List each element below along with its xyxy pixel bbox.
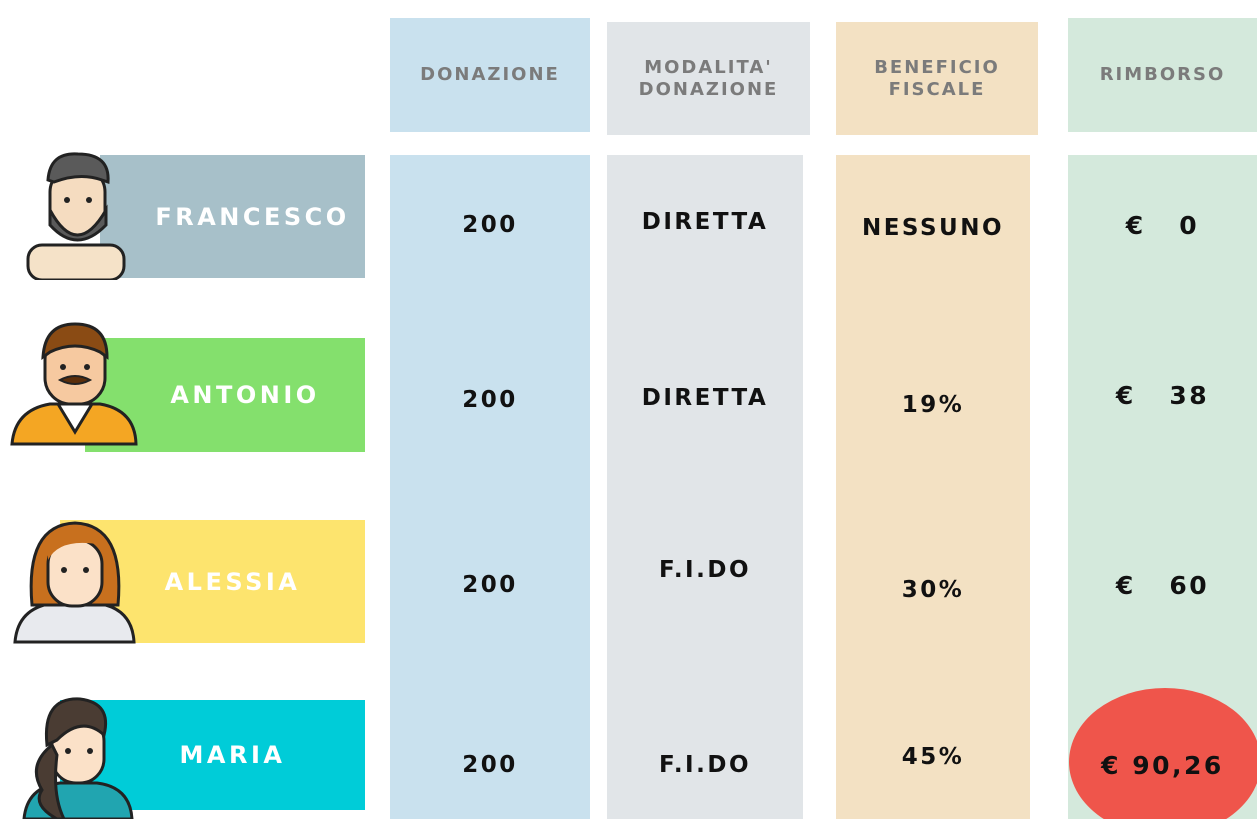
cell-mode: F.I.DO	[658, 557, 751, 583]
cell-donation: 200	[462, 752, 518, 778]
column-header: BENEFICIO FISCALE	[836, 22, 1038, 135]
cell-benefit: 30%	[901, 577, 965, 603]
cell-benefit: 45%	[901, 744, 965, 770]
avatar	[10, 322, 138, 446]
cell-donation: 200	[462, 572, 518, 598]
column-bg	[836, 155, 1030, 819]
column-header: RIMBORSO	[1068, 18, 1257, 132]
name-banner: FRANCESCO	[100, 155, 365, 278]
cell-refund: € 60	[1115, 570, 1210, 600]
column-header: MODALITA' DONAZIONE	[607, 22, 810, 135]
cell-mode: DIRETTA	[641, 385, 769, 411]
header-line: DONAZIONE	[638, 78, 779, 100]
header-line: MODALITA'	[644, 56, 773, 78]
cell-benefit: NESSUNO	[861, 215, 1005, 241]
cell-donation: 200	[462, 212, 518, 238]
column-header: DONAZIONE	[390, 18, 590, 132]
highlight	[1069, 688, 1257, 819]
cell-refund: € 90,26	[1101, 750, 1224, 780]
header-line: BENEFICIO	[874, 56, 1000, 78]
header-line: RIMBORSO	[1099, 64, 1226, 85]
header-line: FISCALE	[888, 78, 986, 100]
avatar	[13, 521, 136, 644]
column-bg	[607, 155, 803, 819]
cell-donation: 200	[462, 387, 518, 413]
cell-mode: F.I.DO	[658, 752, 751, 778]
cell-refund: € 0	[1125, 210, 1200, 240]
cell-benefit: 19%	[901, 392, 965, 418]
avatar	[26, 152, 126, 280]
header-line: DONAZIONE	[420, 64, 560, 85]
avatar	[22, 697, 134, 819]
cell-mode: DIRETTA	[641, 209, 769, 235]
cell-refund: € 38	[1115, 380, 1210, 410]
column-bg	[390, 155, 590, 819]
